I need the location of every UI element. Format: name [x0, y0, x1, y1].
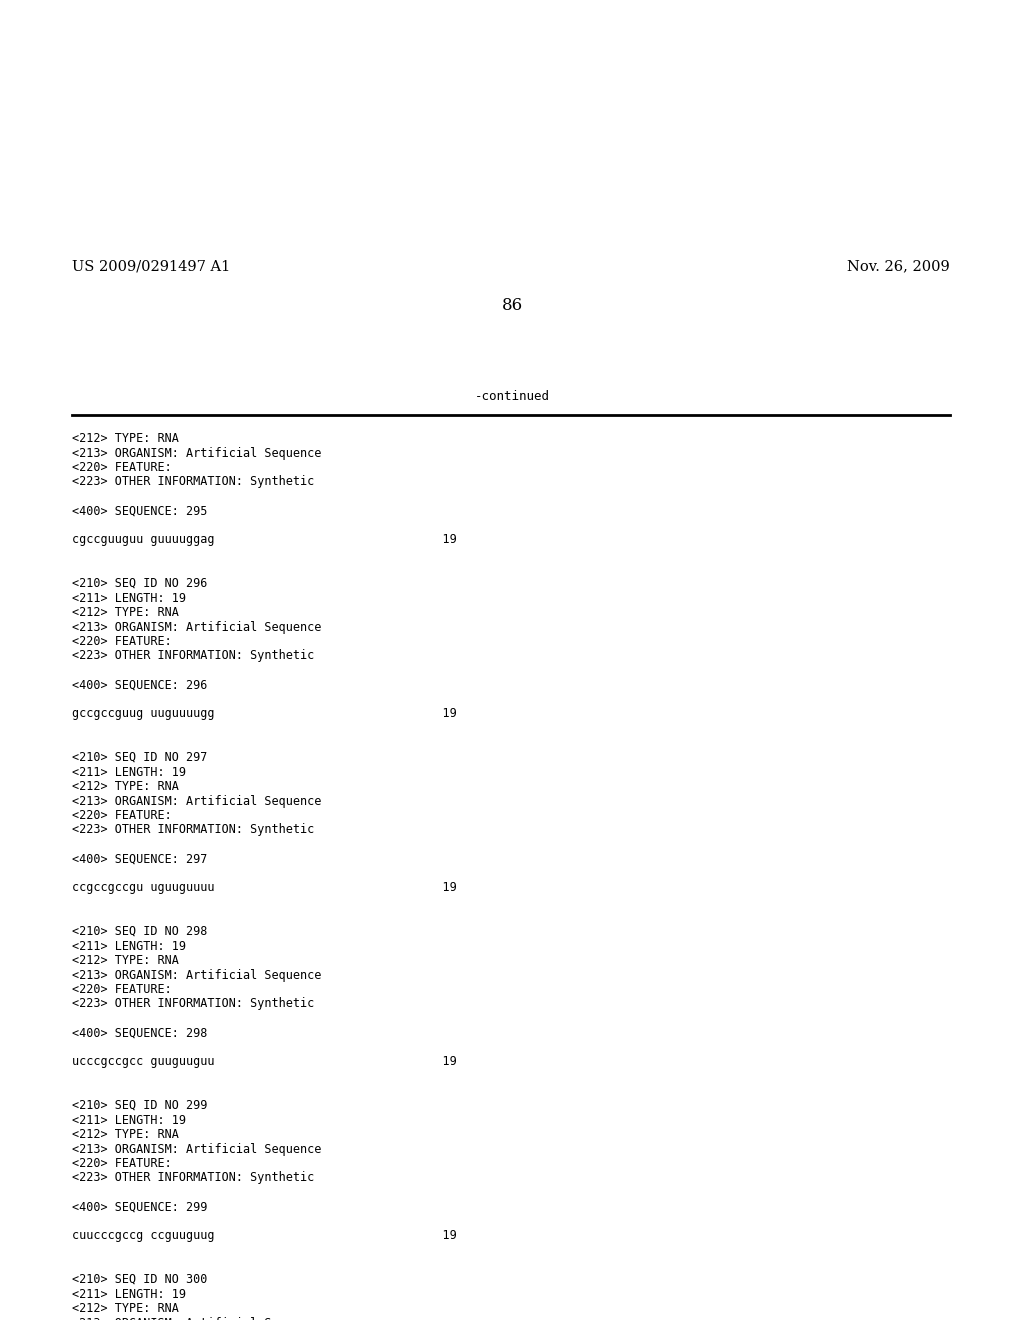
Text: <210> SEQ ID NO 299: <210> SEQ ID NO 299: [72, 1100, 208, 1111]
Text: <211> LENGTH: 19: <211> LENGTH: 19: [72, 591, 186, 605]
Text: ccgccgccgu uguuguuuu                                19: ccgccgccgu uguuguuuu 19: [72, 882, 457, 895]
Text: <212> TYPE: RNA: <212> TYPE: RNA: [72, 432, 179, 445]
Text: <212> TYPE: RNA: <212> TYPE: RNA: [72, 954, 179, 968]
Text: <211> LENGTH: 19: <211> LENGTH: 19: [72, 766, 186, 779]
Text: <213> ORGANISM: Artificial Sequence: <213> ORGANISM: Artificial Sequence: [72, 1143, 322, 1155]
Text: <220> FEATURE:: <220> FEATURE:: [72, 809, 172, 822]
Text: <223> OTHER INFORMATION: Synthetic: <223> OTHER INFORMATION: Synthetic: [72, 998, 314, 1011]
Text: <211> LENGTH: 19: <211> LENGTH: 19: [72, 940, 186, 953]
Text: <400> SEQUENCE: 298: <400> SEQUENCE: 298: [72, 1027, 208, 1040]
Text: <212> TYPE: RNA: <212> TYPE: RNA: [72, 1129, 179, 1140]
Text: <400> SEQUENCE: 297: <400> SEQUENCE: 297: [72, 853, 208, 866]
Text: <220> FEATURE:: <220> FEATURE:: [72, 461, 172, 474]
Text: <220> FEATURE:: <220> FEATURE:: [72, 635, 172, 648]
Text: <220> FEATURE:: <220> FEATURE:: [72, 983, 172, 997]
Text: 86: 86: [502, 297, 522, 314]
Text: cuucccgccg ccguuguug                                19: cuucccgccg ccguuguug 19: [72, 1229, 457, 1242]
Text: <220> FEATURE:: <220> FEATURE:: [72, 1158, 172, 1170]
Text: <211> LENGTH: 19: <211> LENGTH: 19: [72, 1287, 186, 1300]
Text: ucccgccgcc guuguuguu                                19: ucccgccgcc guuguuguu 19: [72, 1056, 457, 1068]
Text: <213> ORGANISM: Artificial Sequence: <213> ORGANISM: Artificial Sequence: [72, 446, 322, 459]
Text: <210> SEQ ID NO 296: <210> SEQ ID NO 296: [72, 577, 208, 590]
Text: <223> OTHER INFORMATION: Synthetic: <223> OTHER INFORMATION: Synthetic: [72, 649, 314, 663]
Text: <212> TYPE: RNA: <212> TYPE: RNA: [72, 1302, 179, 1315]
Text: <210> SEQ ID NO 300: <210> SEQ ID NO 300: [72, 1272, 208, 1286]
Text: Nov. 26, 2009: Nov. 26, 2009: [847, 259, 950, 273]
Text: <212> TYPE: RNA: <212> TYPE: RNA: [72, 780, 179, 793]
Text: <223> OTHER INFORMATION: Synthetic: <223> OTHER INFORMATION: Synthetic: [72, 824, 314, 837]
Text: <400> SEQUENCE: 296: <400> SEQUENCE: 296: [72, 678, 208, 692]
Text: <223> OTHER INFORMATION: Synthetic: <223> OTHER INFORMATION: Synthetic: [72, 1172, 314, 1184]
Text: <211> LENGTH: 19: <211> LENGTH: 19: [72, 1114, 186, 1126]
Text: <212> TYPE: RNA: <212> TYPE: RNA: [72, 606, 179, 619]
Text: <210> SEQ ID NO 298: <210> SEQ ID NO 298: [72, 925, 208, 939]
Text: gccgccguug uuguuuugg                                19: gccgccguug uuguuuugg 19: [72, 708, 457, 721]
Text: <213> ORGANISM: Artificial Sequence: <213> ORGANISM: Artificial Sequence: [72, 795, 322, 808]
Text: <223> OTHER INFORMATION: Synthetic: <223> OTHER INFORMATION: Synthetic: [72, 475, 314, 488]
Text: <210> SEQ ID NO 297: <210> SEQ ID NO 297: [72, 751, 208, 764]
Text: <213> ORGANISM: Artificial Sequence: <213> ORGANISM: Artificial Sequence: [72, 1316, 322, 1320]
Text: <213> ORGANISM: Artificial Sequence: <213> ORGANISM: Artificial Sequence: [72, 969, 322, 982]
Text: US 2009/0291497 A1: US 2009/0291497 A1: [72, 259, 230, 273]
Text: <400> SEQUENCE: 299: <400> SEQUENCE: 299: [72, 1200, 208, 1213]
Text: <213> ORGANISM: Artificial Sequence: <213> ORGANISM: Artificial Sequence: [72, 620, 322, 634]
Text: <400> SEQUENCE: 295: <400> SEQUENCE: 295: [72, 504, 208, 517]
Text: -continued: -continued: [474, 389, 550, 403]
Text: cgccguuguu guuuuggag                                19: cgccguuguu guuuuggag 19: [72, 533, 457, 546]
